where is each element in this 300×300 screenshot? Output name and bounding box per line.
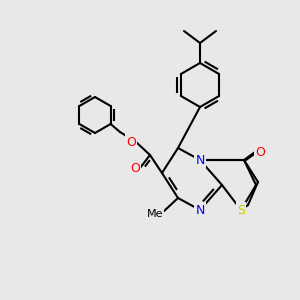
Text: O: O <box>130 161 140 175</box>
Text: N: N <box>195 203 205 217</box>
Text: O: O <box>126 136 136 148</box>
Text: O: O <box>255 146 265 158</box>
Text: Me: Me <box>147 209 163 219</box>
Text: S: S <box>237 203 245 217</box>
Text: N: N <box>195 154 205 166</box>
